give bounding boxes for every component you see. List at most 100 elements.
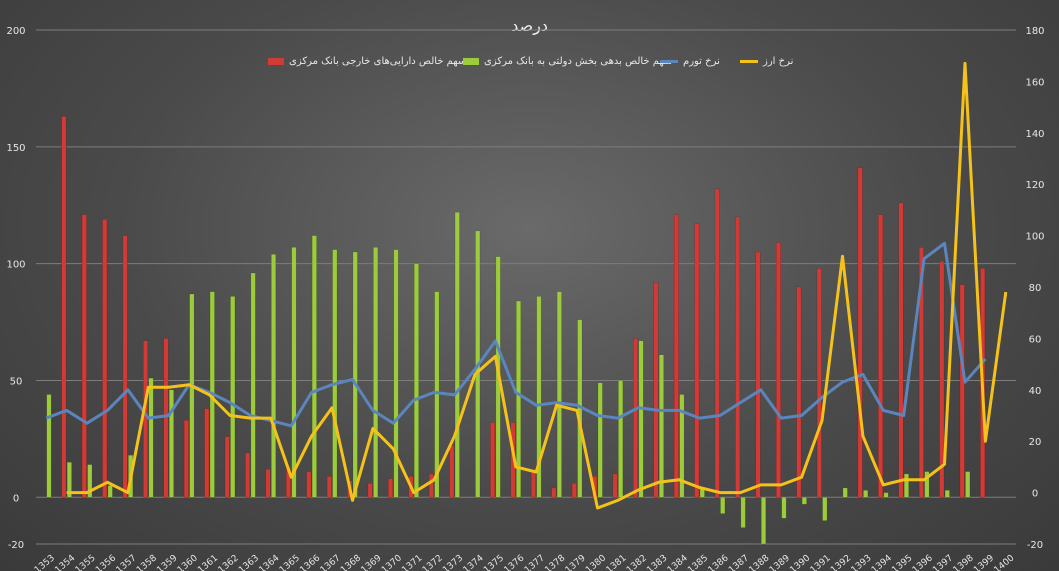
bar (224, 436, 230, 498)
left-axis-tick-label: 100 (6, 260, 25, 271)
bar (775, 242, 781, 498)
bar (81, 214, 87, 498)
bar (271, 254, 277, 498)
x-axis-tick-label: 1400 (993, 553, 1017, 571)
bar (367, 483, 373, 498)
bar (204, 408, 210, 498)
bar (245, 452, 251, 498)
bar (454, 211, 460, 498)
bar (61, 116, 67, 498)
right-axis-tick-label: 140 (1025, 129, 1044, 140)
bar (490, 422, 496, 498)
bar (230, 296, 236, 498)
legend-swatch-inflation (660, 60, 678, 63)
bar (612, 473, 618, 498)
bar (653, 282, 659, 498)
bar (434, 291, 440, 498)
bar (597, 382, 603, 498)
legend-item-government-debt: سهم خالص بدهی بخش دولتی به بانک مرکزی (463, 56, 672, 67)
bar (122, 235, 128, 498)
bar (857, 167, 863, 498)
bar (393, 249, 399, 498)
bar (87, 464, 93, 498)
bar (189, 293, 195, 498)
bar (413, 263, 419, 498)
bar (352, 251, 358, 498)
bar (638, 340, 644, 498)
right-axis-tick-label: 20 (1029, 437, 1042, 448)
legend-label-foreign-assets: سهم خالص دارایی‌های خارجی بانک مرکزی (289, 56, 467, 67)
bar (781, 497, 787, 519)
bar (944, 490, 950, 498)
left-axis-tick-label: 50 (10, 376, 23, 387)
bar (536, 296, 542, 498)
bar (388, 478, 394, 498)
bar (842, 487, 848, 498)
bar (311, 235, 317, 498)
right-axis-tick-label: 0 (1032, 489, 1038, 500)
legend: سهم خالص دارایی‌های خارجی بانک مرکزی سهم… (0, 56, 1059, 72)
bar (291, 247, 297, 498)
legend-swatch-government-debt (463, 58, 479, 65)
bar (796, 286, 802, 498)
bar (720, 497, 726, 514)
bar (878, 214, 884, 498)
legend-item-foreign-assets: سهم خالص دارایی‌های خارجی بانک مرکزی (268, 56, 466, 67)
left-axis-tick-label: 0 (13, 493, 19, 504)
bar (816, 268, 822, 498)
legend-item-exchange-rate: نرخ ارز (740, 56, 793, 67)
bar (148, 377, 154, 498)
bar (46, 394, 52, 498)
bar (898, 202, 904, 498)
bar (658, 354, 664, 498)
bar (735, 216, 741, 498)
bar (163, 338, 169, 498)
bar (755, 251, 761, 498)
bar (373, 247, 379, 498)
bar (740, 497, 746, 528)
left-axis-tick-label: 200 (6, 26, 25, 37)
bar (673, 214, 679, 498)
bar (428, 473, 434, 498)
bar (265, 468, 271, 498)
bar (449, 445, 455, 498)
bar (903, 473, 909, 498)
series-line (66, 61, 1008, 510)
right-axis-tick-label: 40 (1029, 386, 1042, 397)
left-axis-tick-label: -20 (8, 540, 24, 551)
bar (761, 497, 767, 545)
right-axis-tick-label: -20 (1027, 540, 1043, 551)
bar (863, 490, 869, 498)
bar (326, 475, 332, 498)
bar (939, 261, 945, 498)
bar (801, 497, 807, 505)
bar (618, 380, 624, 498)
bar (168, 389, 174, 498)
bar (883, 492, 889, 498)
bar (694, 223, 700, 498)
bar (679, 394, 685, 498)
legend-swatch-exchange-rate (740, 60, 758, 63)
bar (102, 218, 108, 498)
bar (571, 483, 577, 498)
bar (924, 471, 930, 498)
bar (250, 272, 256, 498)
bar (66, 461, 72, 498)
legend-label-inflation: نرخ تورم (683, 56, 720, 67)
legend-label-government-debt: سهم خالص بدهی بخش دولتی به بانک مرکزی (484, 56, 673, 67)
bar (965, 471, 971, 498)
bar (918, 247, 924, 498)
bar (551, 487, 557, 498)
right-axis-tick-label: 180 (1025, 26, 1044, 37)
bar (959, 284, 965, 498)
right-axis-tick-label: 160 (1025, 77, 1044, 88)
bar (633, 338, 639, 498)
right-axis-tick-label: 60 (1029, 334, 1042, 345)
right-axis-tick-label: 100 (1025, 232, 1044, 243)
bar (183, 419, 189, 498)
bar (822, 497, 828, 521)
bar (107, 485, 113, 498)
legend-swatch-foreign-assets (268, 58, 284, 65)
